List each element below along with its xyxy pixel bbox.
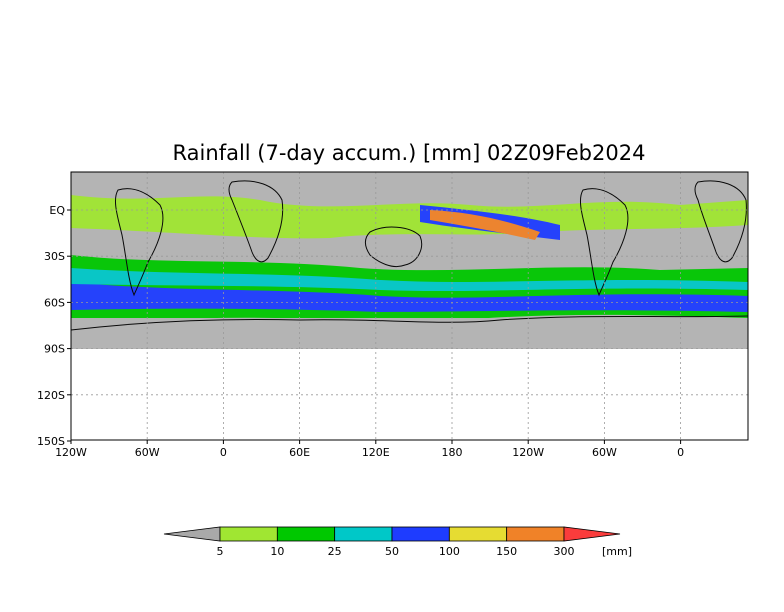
lon-tick-label: 120E [362, 446, 390, 459]
tropical-rain-band [71, 195, 748, 239]
rainfall-overlay [70, 180, 749, 349]
legend-low-arrow [163, 526, 221, 542]
australia-outline [365, 226, 423, 268]
legend-threshold-label: 50 [385, 545, 399, 558]
legend-threshold-label: 10 [270, 545, 284, 558]
lon-tick-label: 0 [220, 446, 227, 459]
legend-color-box [506, 526, 565, 542]
southern-storm-core [71, 282, 748, 312]
lon-tick-label: 60W [592, 446, 617, 459]
legend-threshold-label: 150 [496, 545, 517, 558]
south-america-outline [115, 188, 164, 297]
tropical-rain-heavy [430, 210, 540, 240]
legend-threshold-label: 25 [328, 545, 342, 558]
map-plot-area [70, 171, 749, 441]
lat-tick-label: 150S [37, 435, 65, 448]
southern-storm-mid [71, 268, 748, 292]
africa-outline [228, 180, 284, 263]
legend-colorbar: 5 10 25 50 100 150 300 [mm] [163, 526, 632, 558]
legend-unit-label: [mm] [602, 545, 632, 558]
lon-tick-label: 180 [442, 446, 463, 459]
legend-threshold-label: 300 [554, 545, 575, 558]
antarctic-dry-region [71, 318, 748, 349]
lat-tick-label: 30S [44, 250, 65, 263]
legend-color-box [219, 526, 278, 542]
map-frame [70, 171, 749, 441]
lon-tick-label: 120W [512, 446, 544, 459]
legend-color-box [391, 526, 450, 542]
lon-tick-label: 0 [677, 446, 684, 459]
latitude-axis: EQ 30S 60S 90S 120S 150S [37, 204, 71, 448]
legend-high-arrow [563, 526, 621, 542]
legend-threshold-label: 5 [217, 545, 224, 558]
africa-outline-2 [694, 180, 747, 263]
map-title: Rainfall (7-day accum.) [mm] 02Z09Feb202… [173, 141, 646, 165]
legend-color-box [276, 526, 336, 542]
lon-tick-label: 60W [135, 446, 160, 459]
longitude-axis: 120W 60W 0 60E 120E 180 120W 60W 0 [55, 440, 684, 459]
lat-tick-label: 90S [44, 343, 65, 356]
lat-tick-label: EQ [49, 204, 65, 217]
lon-tick-label: 120W [55, 446, 87, 459]
legend-color-box [448, 526, 508, 542]
lon-tick-label: 60E [289, 446, 310, 459]
lat-tick-label: 60S [44, 296, 65, 309]
antarctica-outline [70, 315, 749, 331]
legend-color-box [334, 526, 393, 542]
lat-tick-label: 120S [37, 389, 65, 402]
legend-threshold-label: 100 [439, 545, 460, 558]
